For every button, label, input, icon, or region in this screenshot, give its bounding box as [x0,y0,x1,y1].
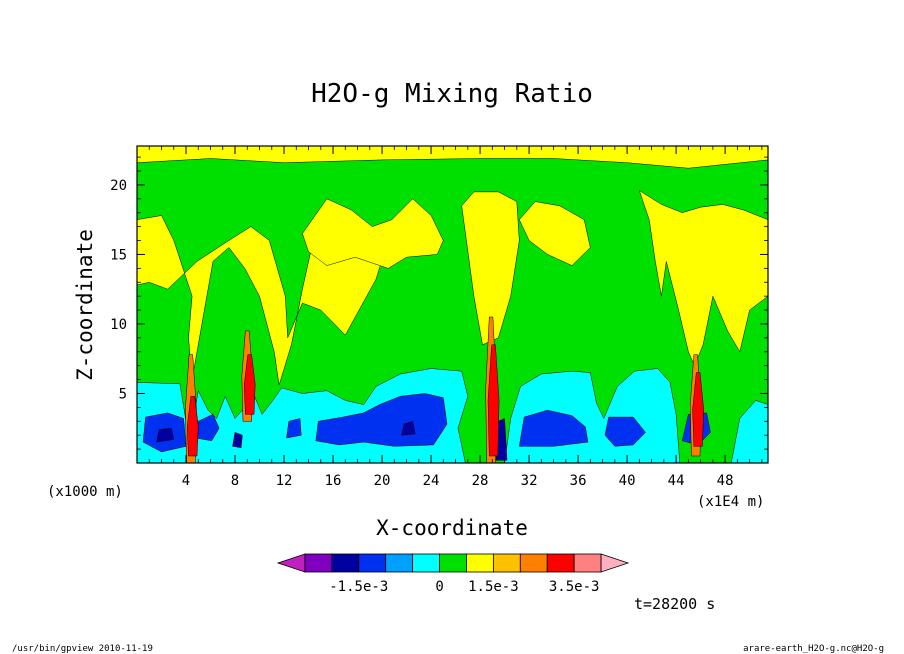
field-plume-3 [243,354,256,415]
colorbar-label-3: 3.5e-3 [549,579,600,595]
field-plume-7 [692,372,704,447]
x-axis-label: X-coordinate [376,516,528,540]
field-region-deepblue-0 [156,427,175,443]
footer-left: /usr/bin/gpview 2010-11-19 [12,644,153,654]
field-region-deepblue-2 [232,432,243,448]
colorbar-swatch-11 [573,553,602,573]
x-unit-left: (x1000 m) [47,484,123,500]
colorbar-swatch-5 [412,553,440,573]
field-region-yellow-4 [519,201,591,266]
field-plume-1 [186,396,199,457]
x-tick-label-48: 48 [717,473,734,489]
colorbar-swatch-7 [466,553,494,573]
colorbar-label-2: 1.5e-3 [468,579,519,595]
moisture-field [136,145,769,464]
colorbar-swatch-9 [519,553,548,573]
field-region-yellow-5 [638,189,769,367]
field-region-yellow-3 [461,191,520,346]
x-tick-label-4: 4 [182,473,190,489]
colorbar-swatch-10 [546,553,575,573]
colorbar: -1.5e-3 0 1.5e-3 3.5e-3 [276,553,630,595]
time-label: t=28200 s [634,595,715,613]
x-tick-label-16: 16 [325,473,342,489]
field-region-blue-5 [604,416,646,447]
x-unit-right: (x1E4 m) [697,494,764,510]
x-tick-label-8: 8 [231,473,239,489]
colorbar-swatch-4 [385,553,414,573]
field-region-blue-4 [519,409,589,447]
chart-title: H2O-g Mixing Ratio [311,79,593,109]
y-tick-label-10: 10 [110,317,127,333]
field-region-blue-2 [286,418,302,439]
x-tick-label-24: 24 [423,473,440,489]
colorbar-label-1: 0 [435,579,443,595]
y-tick-label-15: 15 [110,247,127,263]
x-tick-label-28: 28 [472,473,489,489]
colorbar-label-0: -1.5e-3 [329,579,388,595]
x-tick-label-40: 40 [619,473,636,489]
field-region-deepblue-1 [401,420,416,436]
x-tick-label-20: 20 [374,473,391,489]
y-tick-label-20: 20 [110,178,127,194]
footer-right: arare-earth_H2O-g.nc@H2O-g [743,644,884,654]
colorbar-arrow-right [600,553,630,573]
y-tick-label-5: 5 [119,386,127,402]
plot-frame [136,145,769,464]
x-tick-label-44: 44 [668,473,685,489]
y-axis-label: Z-coordinate [73,229,97,381]
field-plume-5 [487,344,500,457]
colorbar-swatch-8 [492,553,521,573]
x-tick-label-12: 12 [276,473,293,489]
x-tick-label-36: 36 [570,473,587,489]
colorbar-swatch-6 [439,553,467,573]
plot-area [136,145,769,464]
colorbar-swatch-2 [331,553,360,573]
field-region-yellow-2 [302,198,444,269]
colorbar-swatch-1 [304,553,333,573]
x-tick-label-32: 32 [521,473,538,489]
colorbar-arrow-left [276,553,306,573]
colorbar-swatch-3 [358,553,387,573]
